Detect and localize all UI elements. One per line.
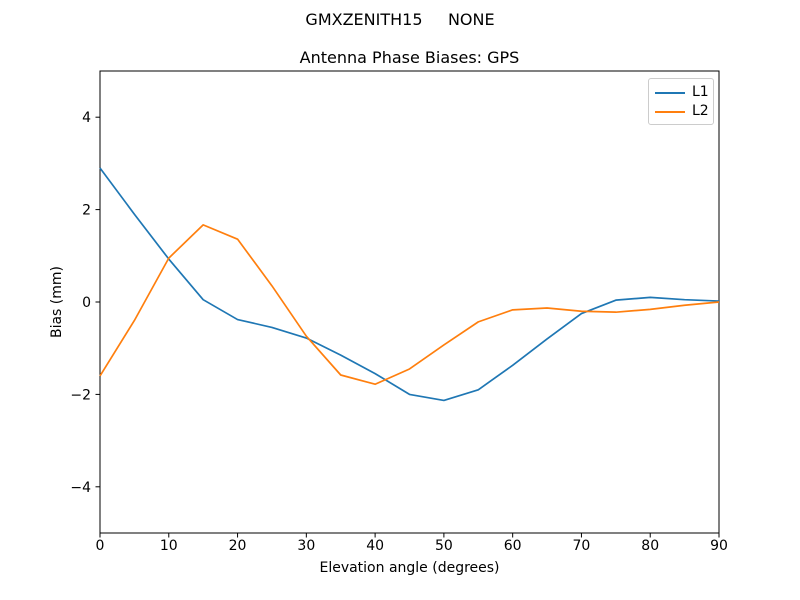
legend: L1 L2 <box>648 78 714 125</box>
y-tick-label: 4 <box>82 110 91 126</box>
chart-title: Antenna Phase Biases: GPS <box>299 48 520 67</box>
plot-border <box>99 70 720 534</box>
series-line-l1 <box>99 167 720 402</box>
y-axis-label: Bias (mm) <box>49 265 65 339</box>
l2-line-swatch <box>655 110 685 113</box>
legend-label-l2: L2 <box>692 103 709 119</box>
legend-item-l2: L2 <box>649 102 713 121</box>
x-tick-label: 80 <box>641 538 659 554</box>
y-tick-label: −2 <box>70 387 91 403</box>
x-tick-label: 40 <box>366 538 384 554</box>
super-title: GMXZENITH15 NONE <box>305 10 495 29</box>
legend-item-l1: L1 <box>649 83 713 102</box>
series-line-l2 <box>99 224 720 386</box>
y-tick-label: 2 <box>82 203 91 219</box>
x-tick-label: 70 <box>573 538 591 554</box>
x-tick-label: 50 <box>435 538 453 554</box>
x-tick-label: 90 <box>710 538 728 554</box>
x-tick-label: 30 <box>297 538 315 554</box>
x-tick-label: 20 <box>229 538 247 554</box>
x-tick-label: 60 <box>504 538 522 554</box>
x-tick-label: 10 <box>160 538 178 554</box>
l1-line-swatch <box>655 91 685 94</box>
y-tick-label: −4 <box>70 480 91 496</box>
x-tick-label: 0 <box>96 538 105 554</box>
legend-label-l1: L1 <box>692 84 709 100</box>
y-tick-label: 0 <box>82 295 91 311</box>
x-axis-label: Elevation angle (degrees) <box>319 560 500 576</box>
